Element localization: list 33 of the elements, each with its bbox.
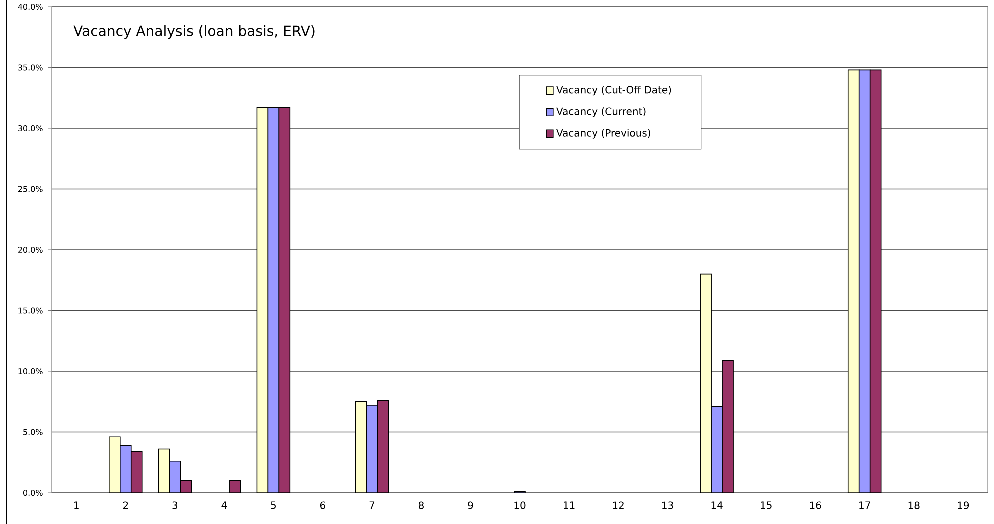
x-tick-label: 11	[564, 502, 575, 509]
x-tick-label: 18	[908, 502, 920, 510]
x-tick-label: 5	[271, 502, 276, 510]
legend-label: Vacancy (Previous)	[556, 129, 650, 139]
y-tick-label: 20.0%	[18, 246, 43, 254]
x-tick-label: 1	[74, 502, 79, 509]
y-tick-label: 15.0%	[18, 308, 43, 314]
x-tick-label: 4	[222, 502, 228, 509]
x-tick-label: 9	[468, 502, 474, 510]
x-tick-label: 2	[123, 502, 128, 510]
legend-label: Vacancy (Current)	[556, 108, 646, 118]
x-tick-label: 16	[810, 502, 822, 510]
x-tick-label: 3	[172, 502, 178, 510]
x-tick-label: 10	[514, 502, 526, 510]
y-tick-label: 10.0%	[18, 368, 43, 375]
x-tick-label: 7	[370, 502, 375, 509]
x-tick-label: 14	[712, 502, 723, 509]
y-tick-label: 5.0%	[24, 429, 43, 436]
y-tick-label: 40.0%	[18, 4, 43, 10]
x-tick-label: 15	[761, 502, 772, 510]
y-tick-label: 25.0%	[18, 186, 43, 192]
y-tick-label: 35.0%	[18, 64, 43, 71]
y-tick-label: 30.0%	[18, 125, 43, 132]
x-tick-label: 8	[418, 502, 424, 510]
x-tick-label: 19	[958, 502, 970, 510]
x-tick-label: 17	[860, 502, 870, 509]
legend-label: Vacancy (Cut-Off Date)	[556, 86, 672, 96]
x-tick-label: 13	[662, 502, 674, 510]
x-tick-label: 6	[320, 502, 326, 510]
bar	[230, 480, 242, 494]
text: Vacancy Analysis (loan basis, ERV)	[74, 26, 315, 40]
y-tick-label: 0.0%	[23, 490, 43, 496]
x-tick-label: 12	[613, 502, 624, 510]
